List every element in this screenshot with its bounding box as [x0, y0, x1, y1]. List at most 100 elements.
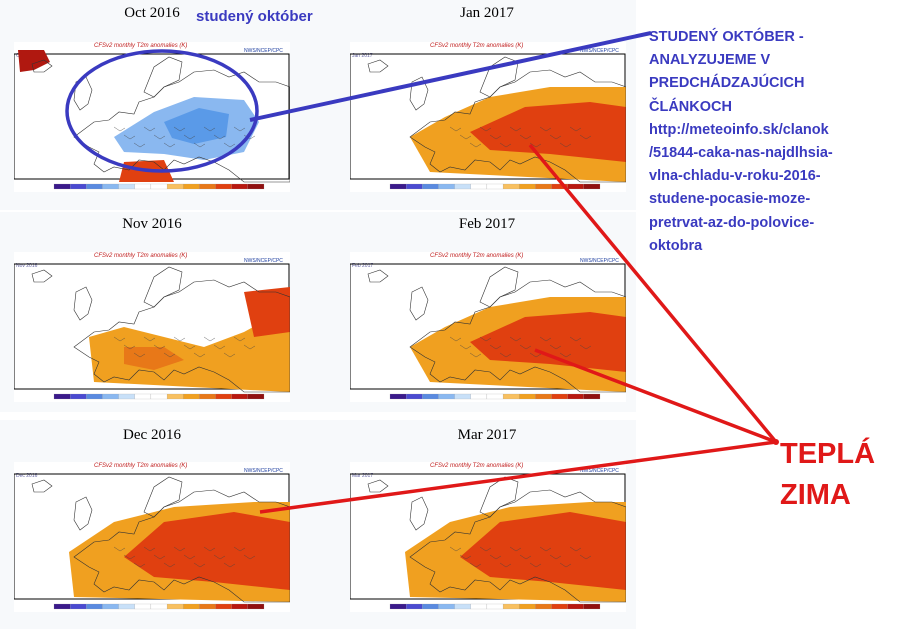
colorbar-swatch	[183, 393, 200, 400]
border-line	[143, 336, 156, 342]
colorbar-swatch	[406, 603, 423, 610]
border-line	[529, 562, 542, 568]
colorbar-swatch	[70, 393, 87, 400]
border-line	[113, 336, 126, 342]
border-line	[203, 336, 216, 342]
border-line	[539, 126, 552, 132]
border-line	[233, 336, 246, 342]
border-line	[509, 336, 522, 342]
colorbar-swatch	[567, 393, 584, 400]
colorbar-swatch	[102, 393, 119, 400]
map-graphic: CFSv2 monthly T2m anomalies (K) Dec 2016 N…	[14, 462, 290, 612]
colorbar-swatch	[183, 183, 200, 190]
note-link[interactable]: studene-pocasie-moze-	[649, 191, 811, 208]
note-line: ČLÁNKOCH	[649, 98, 732, 115]
note-link[interactable]: vlna-chladu-v-roku-2016-	[649, 168, 821, 185]
colorbar-swatch	[551, 393, 568, 400]
border-line	[549, 554, 562, 560]
border-line	[479, 336, 492, 342]
colorbar-swatch	[150, 603, 168, 610]
note-link[interactable]: oktobra	[649, 237, 703, 254]
colorbar-swatch	[551, 183, 568, 190]
colorbar-swatch	[102, 603, 119, 610]
border-line	[489, 134, 502, 140]
map-title: CFSv2 monthly T2m anomalies (K)	[94, 253, 187, 259]
border-line	[213, 554, 226, 560]
colorbar-swatch	[166, 393, 184, 400]
coastline	[479, 266, 519, 308]
map-title: CFSv2 monthly T2m anomalies (K)	[94, 43, 187, 49]
coastline	[73, 279, 290, 393]
month-title-mar-2017: Mar 2017	[457, 427, 517, 443]
border-line	[449, 336, 462, 342]
border-line	[459, 554, 472, 560]
map-title: CFSv2 monthly T2m anomalies (K)	[430, 253, 523, 259]
colorbar-swatch	[438, 393, 455, 400]
coastline	[409, 489, 626, 603]
map-graphic: CFSv2 monthly T2m anomalies (K)Jan 2017N…	[350, 42, 626, 192]
colorbar-swatch	[231, 183, 248, 190]
anomaly-region	[244, 287, 290, 337]
colorbar-swatch	[199, 393, 216, 400]
map-month-tag: Nov 2016	[16, 263, 38, 269]
border-line	[243, 344, 256, 350]
colorbar-swatch	[247, 603, 265, 610]
border-line	[153, 344, 166, 350]
map-title: CFSv2 monthly T2m anomalies (K)	[430, 463, 523, 469]
coastline	[31, 59, 53, 73]
colorbar-swatch	[454, 183, 471, 190]
colorbar-swatch	[535, 183, 552, 190]
border-line	[203, 546, 216, 552]
border-line	[123, 554, 136, 560]
colorbar-swatch	[519, 183, 536, 190]
colorbar-swatch	[486, 603, 504, 610]
colorbar-swatch	[502, 393, 520, 400]
colorbar-swatch	[70, 603, 87, 610]
note-link[interactable]: http://meteoinfo.sk/clanok	[649, 121, 829, 138]
month-title-oct-2016: Oct 2016	[124, 5, 180, 21]
border-line	[459, 134, 472, 140]
border-line	[469, 562, 482, 568]
colorbar-swatch	[389, 183, 407, 190]
anomaly-region	[124, 347, 184, 370]
colorbar-swatch	[183, 603, 200, 610]
colorbar-swatch	[470, 183, 488, 190]
map-graphic: CFSv2 monthly T2m anomalies (K) Feb 2017 N…	[350, 252, 626, 402]
colorbar-swatch	[102, 183, 119, 190]
cold-october-label: studený október	[196, 8, 313, 25]
border-line	[113, 546, 126, 552]
border-line	[559, 562, 572, 568]
border-line	[459, 344, 472, 350]
colorbar-swatch	[422, 183, 439, 190]
colorbar-swatch	[53, 393, 71, 400]
colorbar-swatch	[166, 183, 184, 190]
month-title-nov-2016: Nov 2016	[122, 216, 182, 232]
note-line: ANALYZUJEME V	[649, 52, 771, 69]
colorbar-swatch	[406, 183, 423, 190]
border-line	[173, 336, 186, 342]
colorbar-swatch	[134, 603, 152, 610]
border-line	[163, 352, 176, 358]
colorbar-swatch	[53, 183, 71, 190]
colorbar-swatch	[422, 603, 439, 610]
colorbar-swatch	[86, 183, 103, 190]
anomaly-region	[18, 50, 50, 72]
colorbar-swatch	[551, 603, 568, 610]
border-line	[173, 546, 186, 552]
border-line	[569, 126, 582, 132]
colorbar-swatch	[215, 393, 232, 400]
anomaly-map-oct-2016: CFSv2 monthly T2m anomalies (K)Oct 2016N…	[14, 42, 290, 192]
map-title: CFSv2 monthly T2m anomalies (K)	[430, 43, 523, 49]
map-graphic: CFSv2 monthly T2m anomalies (K) Nov 2016 N…	[14, 252, 290, 402]
note-link[interactable]: /51844-caka-nas-najdlhsia-	[649, 145, 833, 162]
colorbar-swatch	[470, 603, 488, 610]
border-line	[133, 562, 146, 568]
border-line	[519, 134, 532, 140]
colorbar-swatch	[199, 603, 216, 610]
border-line	[223, 352, 236, 358]
anomaly-map-feb-2017: CFSv2 monthly T2m anomalies (K) Feb 2017 N…	[350, 252, 626, 402]
anomaly-map-mar-2017: CFSv2 monthly T2m anomalies (K) Mar 2017 N…	[350, 462, 626, 612]
anomaly-region	[460, 512, 626, 590]
map-title: CFSv2 monthly T2m anomalies (K)	[94, 463, 187, 469]
note-link[interactable]: pretrvat-az-do-polovice-	[649, 214, 815, 231]
